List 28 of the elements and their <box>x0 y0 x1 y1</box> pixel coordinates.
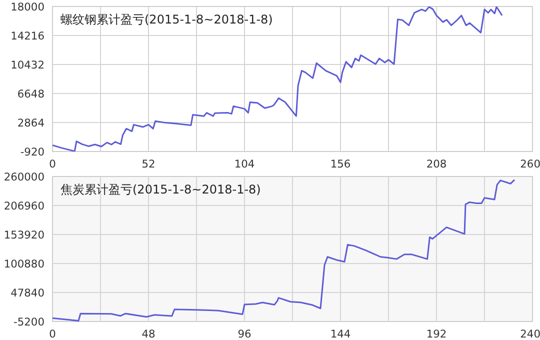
text: 焦炭累计盈亏(2015-1-8~2018-1-8) <box>60 182 261 196</box>
x-tick-label: 96 <box>238 328 252 340</box>
x-tick-label: 156 <box>330 158 351 170</box>
x-tick-label: 0 <box>49 158 56 170</box>
x-tick-label: 240 <box>520 328 540 340</box>
y-tick-label: 100880 <box>4 258 45 270</box>
x-tick-label: 0 <box>49 328 56 340</box>
x-tick-label: 48 <box>142 328 156 340</box>
line-series <box>52 6 503 152</box>
y-tick-label: 10432 <box>10 58 45 72</box>
line-series <box>52 179 516 322</box>
x-tick-label: 104 <box>234 158 255 170</box>
x-tick-label: 260 <box>520 158 540 170</box>
text: 螺纹钢累计盈亏(2015-1-8~2018-1-8) <box>60 12 273 26</box>
y-tick-label: 2864 <box>17 116 45 130</box>
y-tick-label: -5200 <box>14 316 45 328</box>
x-tick-label: 192 <box>426 328 447 340</box>
x-tick-label: 208 <box>426 158 447 170</box>
y-tick-label: 153920 <box>4 228 45 242</box>
x-tick-label: 144 <box>330 328 351 340</box>
y-tick-label: 14216 <box>10 30 45 42</box>
y-tick-label: 6648 <box>17 88 45 100</box>
y-tick-label: 260000 <box>4 170 45 184</box>
y-tick-label: -920 <box>20 146 45 158</box>
y-tick-label: 18000 <box>10 0 45 14</box>
y-tick-label: 47840 <box>10 286 45 300</box>
x-tick-label: 52 <box>142 158 156 170</box>
y-tick-label: 206960 <box>4 200 45 212</box>
